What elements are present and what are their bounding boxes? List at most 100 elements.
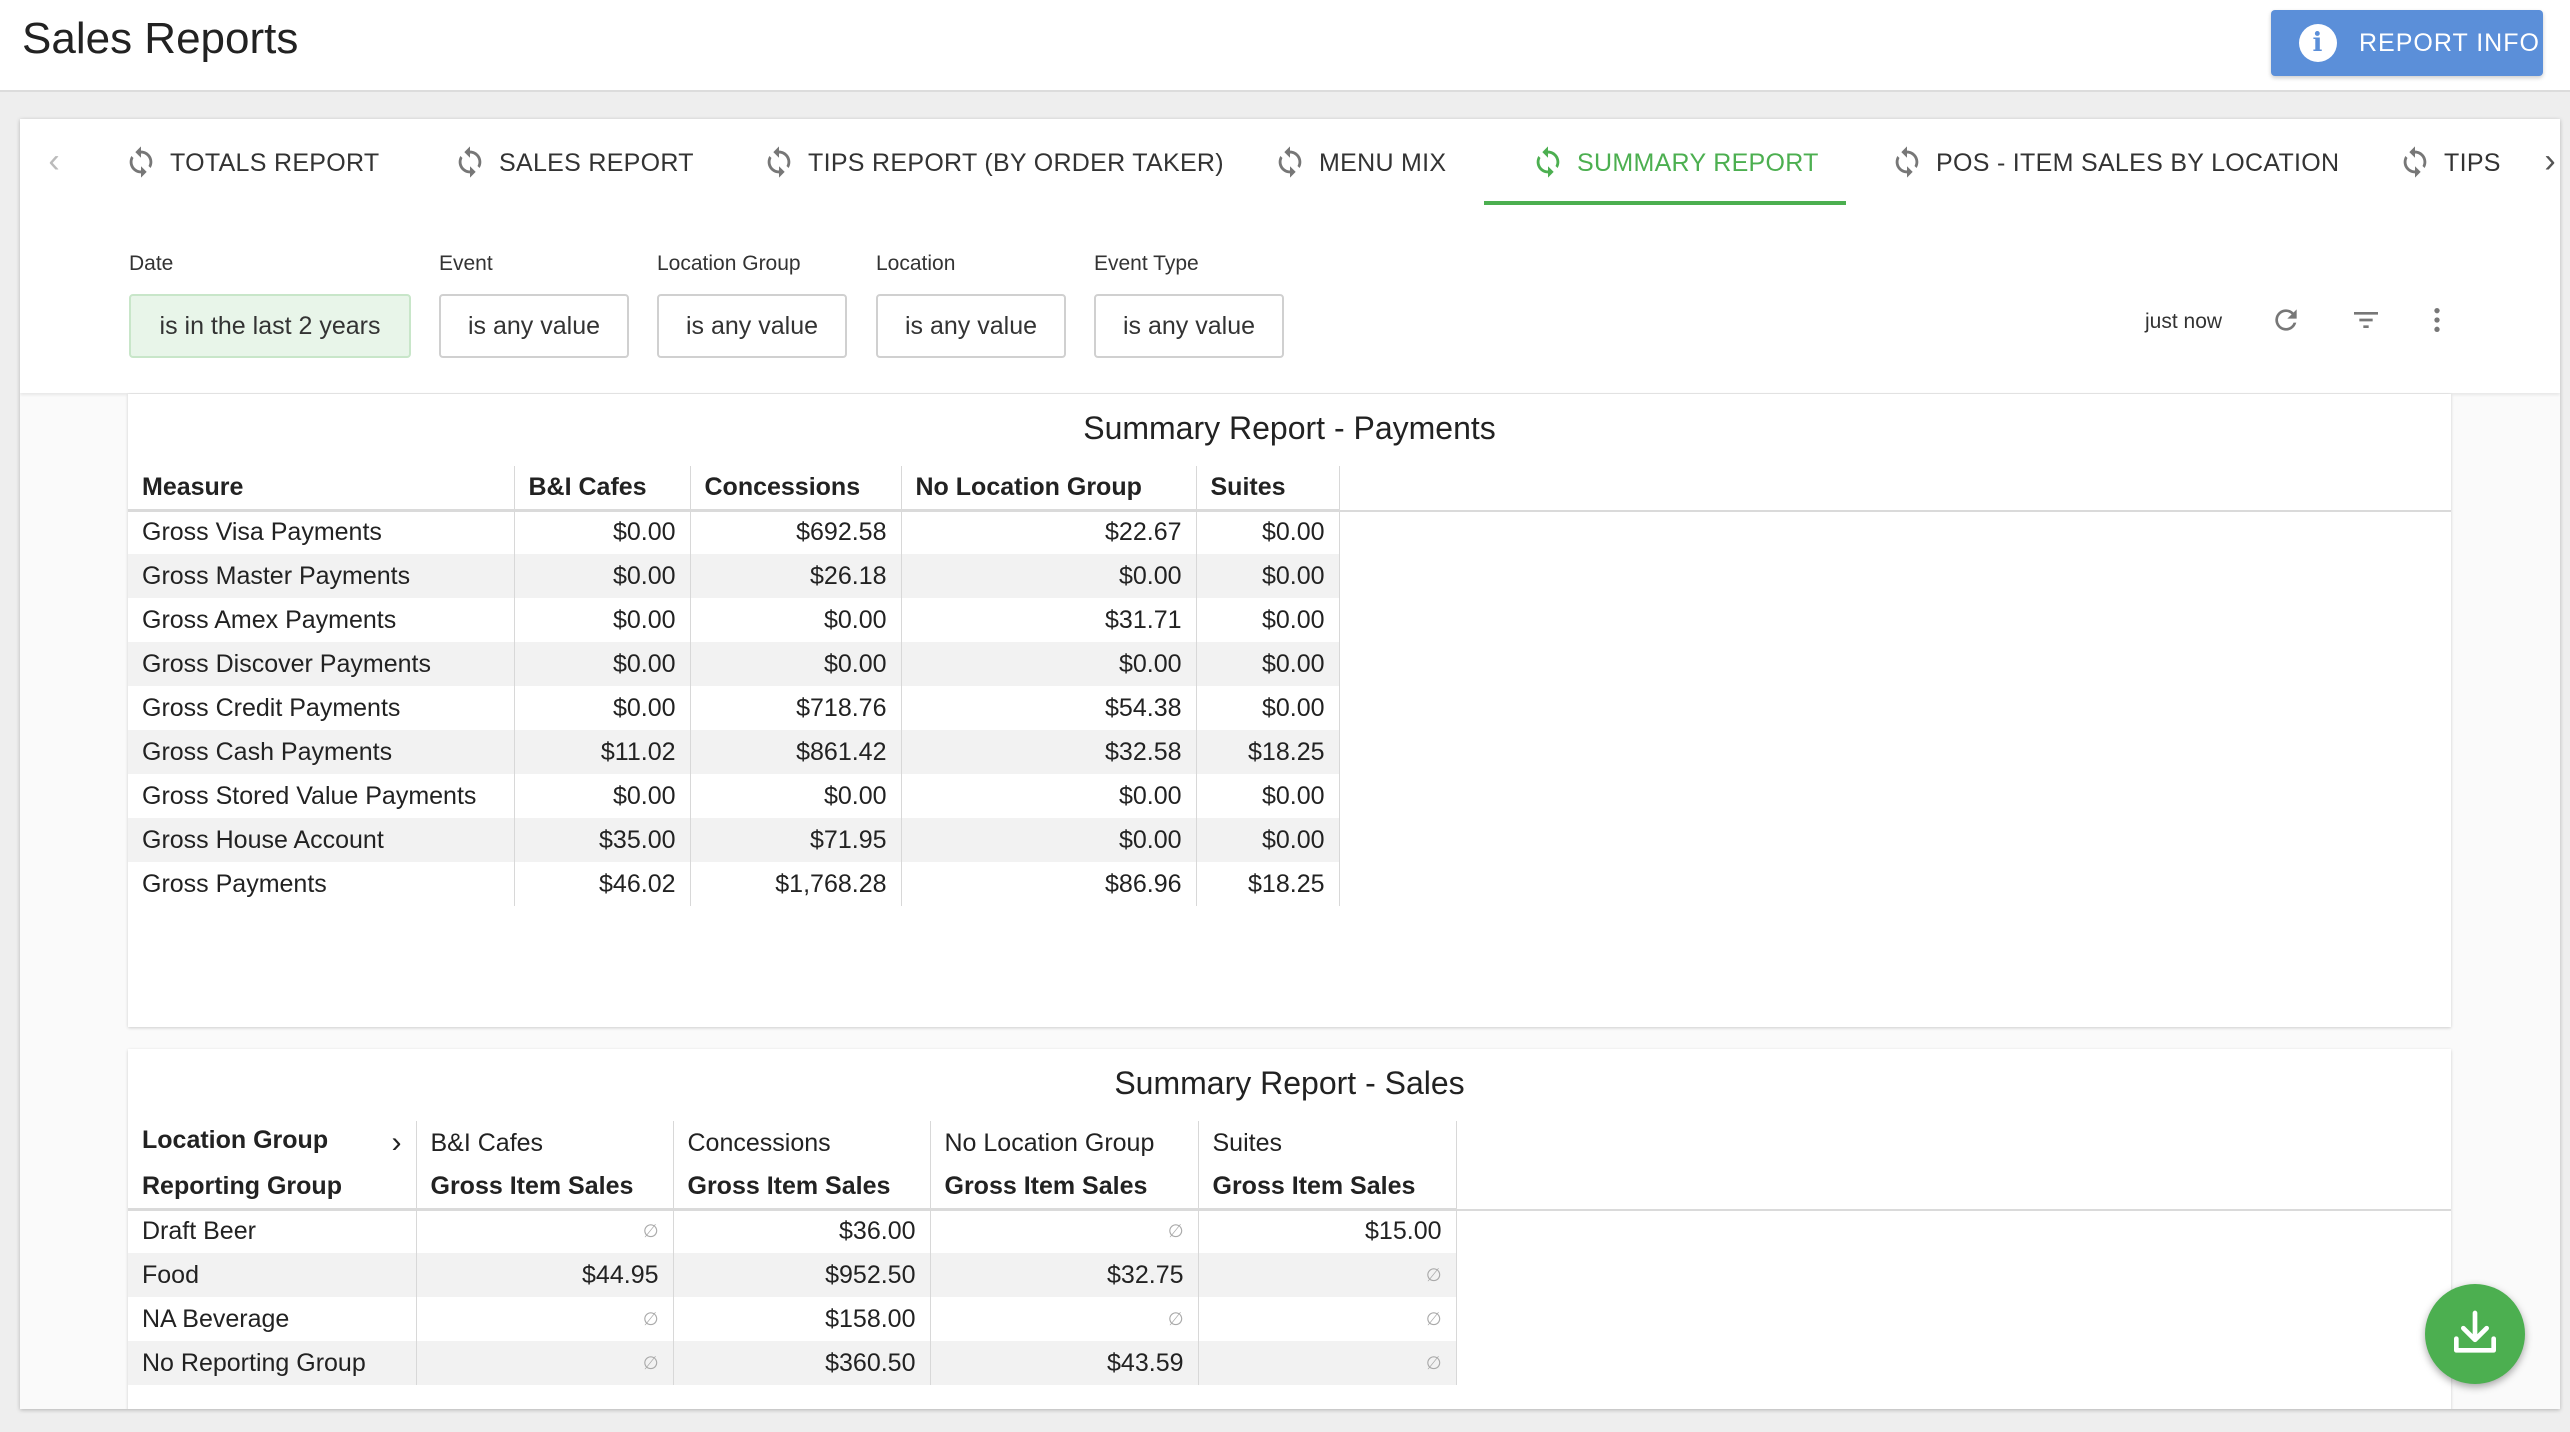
tab-pos-item-sales-by-location[interactable]: POS - ITEM SALES BY LOCATION: [1890, 139, 2339, 205]
null-value-cell: ∅: [416, 1297, 674, 1341]
more-vert-icon[interactable]: [2417, 300, 2457, 340]
filter-location-group-value[interactable]: is any value: [657, 294, 847, 358]
tab-summary-report[interactable]: SUMMARY REPORT: [1531, 139, 1819, 205]
column-header[interactable]: Suites: [1196, 466, 1340, 511]
null-value-cell: ∅: [416, 1341, 674, 1385]
column-header[interactable]: No Location Group: [901, 466, 1197, 511]
value-cell: $44.95: [416, 1253, 674, 1297]
measure-header[interactable]: Gross Item Sales: [930, 1165, 1199, 1210]
tab-totals-report[interactable]: TOTALS REPORT: [124, 139, 380, 205]
measure-cell: Gross Discover Payments: [128, 642, 515, 686]
filter-date-value[interactable]: is in the last 2 years: [129, 294, 411, 358]
page-title: Sales Reports: [22, 14, 299, 63]
value-cell: $15.00: [1198, 1209, 1457, 1253]
tab-label: TIPS: [2444, 149, 2501, 177]
table-row: Gross Discover Payments $0.00 $0.00 $0.00 $0…: [128, 642, 1340, 686]
value-cell: $0.00: [1196, 774, 1340, 818]
table-row: Food $44.95 $952.50 $32.75 ∅: [128, 1253, 1457, 1297]
measure-header[interactable]: Gross Item Sales: [673, 1165, 931, 1210]
tab-label: TOTALS REPORT: [170, 149, 380, 177]
value-cell: $0.00: [690, 598, 902, 642]
value-cell: $158.00: [673, 1297, 931, 1341]
measure-cell: Gross Credit Payments: [128, 686, 515, 730]
refresh-icon: [2403, 146, 2427, 178]
download-icon: [2454, 1310, 2496, 1353]
report-info-button[interactable]: i REPORT INFO: [2271, 10, 2543, 76]
reporting-group-cell: No Reporting Group: [128, 1341, 417, 1385]
tab-menu-mix[interactable]: MENU MIX: [1273, 139, 1446, 205]
group-header[interactable]: B&I Cafes: [416, 1121, 674, 1165]
measure-cell: Gross Amex Payments: [128, 598, 515, 642]
refresh-icon: [767, 146, 791, 178]
filter-date: Date is in the last 2 years: [129, 252, 411, 358]
column-header[interactable]: B&I Cafes: [514, 466, 691, 511]
value-cell: $0.00: [901, 554, 1197, 598]
null-value-cell: ∅: [1198, 1253, 1457, 1297]
table-row: No Reporting Group ∅ $360.50 $43.59 ∅: [128, 1341, 1457, 1385]
table-row: Gross House Account $35.00 $71.95 $0.00 $0.0…: [128, 818, 1340, 862]
value-cell: $46.02: [514, 862, 691, 906]
filter-location-value[interactable]: is any value: [876, 294, 1066, 358]
chevron-right-icon[interactable]: ›: [2544, 141, 2556, 180]
table-row: Gross Credit Payments $0.00 $718.76 $54.38 $…: [128, 686, 1340, 730]
value-cell: $22.67: [901, 510, 1197, 554]
null-value-cell: ∅: [930, 1297, 1199, 1341]
tab-tips-report-by-order-taker[interactable]: TIPS REPORT (BY ORDER TAKER): [762, 139, 1224, 205]
group-header[interactable]: Concessions: [673, 1121, 931, 1165]
reload-icon[interactable]: [2266, 300, 2306, 340]
tabs-and-filters: ‹ TOTALS REPORT SALES REPORT TIPS REPORT…: [20, 119, 2560, 393]
value-cell: $18.25: [1196, 730, 1340, 774]
chevron-right-icon[interactable]: ›: [391, 1126, 402, 1159]
reporting-group-cell: NA Beverage: [128, 1297, 417, 1341]
filter-list-icon[interactable]: [2346, 300, 2386, 340]
pivot-header[interactable]: Location Group ›: [128, 1121, 417, 1165]
value-cell: $0.00: [901, 774, 1197, 818]
chevron-left-icon[interactable]: ‹: [48, 141, 60, 180]
value-cell: $54.38: [901, 686, 1197, 730]
value-cell: $35.00: [514, 818, 691, 862]
value-cell: $0.00: [690, 642, 902, 686]
download-button[interactable]: [2425, 1284, 2525, 1384]
value-cell: $0.00: [514, 686, 691, 730]
payments-table: Measure B&I Cafes Concessions No Locatio…: [128, 466, 1340, 906]
filter-event: Event is any value: [439, 252, 629, 358]
filter-label: Location Group: [657, 252, 801, 275]
tab-label: POS - ITEM SALES BY LOCATION: [1936, 149, 2340, 177]
value-cell: $360.50: [673, 1341, 931, 1385]
app-header: Sales Reports i REPORT INFO: [0, 0, 2570, 92]
group-header[interactable]: Suites: [1198, 1121, 1457, 1165]
value-cell: $18.25: [1196, 862, 1340, 906]
refresh-icon: [1536, 146, 1560, 178]
column-header[interactable]: Concessions: [690, 466, 902, 511]
measure-header[interactable]: Gross Item Sales: [416, 1165, 674, 1210]
filter-event-value[interactable]: is any value: [439, 294, 629, 358]
table-row: Gross Cash Payments $11.02 $861.42 $32.58 $1…: [128, 730, 1340, 774]
value-cell: $692.58: [690, 510, 902, 554]
measure-cell: Gross Payments: [128, 862, 515, 906]
value-cell: $0.00: [1196, 818, 1340, 862]
value-cell: $26.18: [690, 554, 902, 598]
tab-sales-report[interactable]: SALES REPORT: [453, 139, 694, 205]
report-card: ‹ TOTALS REPORT SALES REPORT TIPS REPORT…: [20, 119, 2560, 1409]
refresh-icon: [458, 146, 482, 178]
tab-tips[interactable]: TIPS: [2398, 139, 2501, 205]
table-row: Gross Stored Value Payments $0.00 $0.00 $0.…: [128, 774, 1340, 818]
value-cell: $0.00: [1196, 642, 1340, 686]
payments-report-title: Summary Report - Payments: [1083, 410, 1496, 446]
value-cell: $0.00: [690, 774, 902, 818]
value-cell: $71.95: [690, 818, 902, 862]
table-row: NA Beverage ∅ $158.00 ∅ ∅: [128, 1297, 1457, 1341]
value-cell: $0.00: [514, 510, 691, 554]
column-header[interactable]: Measure: [128, 466, 515, 511]
row-label-header[interactable]: Reporting Group: [128, 1165, 417, 1210]
reporting-group-cell: Food: [128, 1253, 417, 1297]
filter-event-type-value[interactable]: is any value: [1094, 294, 1284, 358]
reporting-group-cell: Draft Beer: [128, 1209, 417, 1253]
null-value-cell: ∅: [1198, 1341, 1457, 1385]
measure-header[interactable]: Gross Item Sales: [1198, 1165, 1457, 1210]
tab-label: MENU MIX: [1319, 149, 1447, 177]
info-icon: i: [2299, 24, 2337, 62]
value-cell: $36.00: [673, 1209, 931, 1253]
group-header[interactable]: No Location Group: [930, 1121, 1199, 1165]
filter-location: Location is any value: [876, 252, 1066, 358]
